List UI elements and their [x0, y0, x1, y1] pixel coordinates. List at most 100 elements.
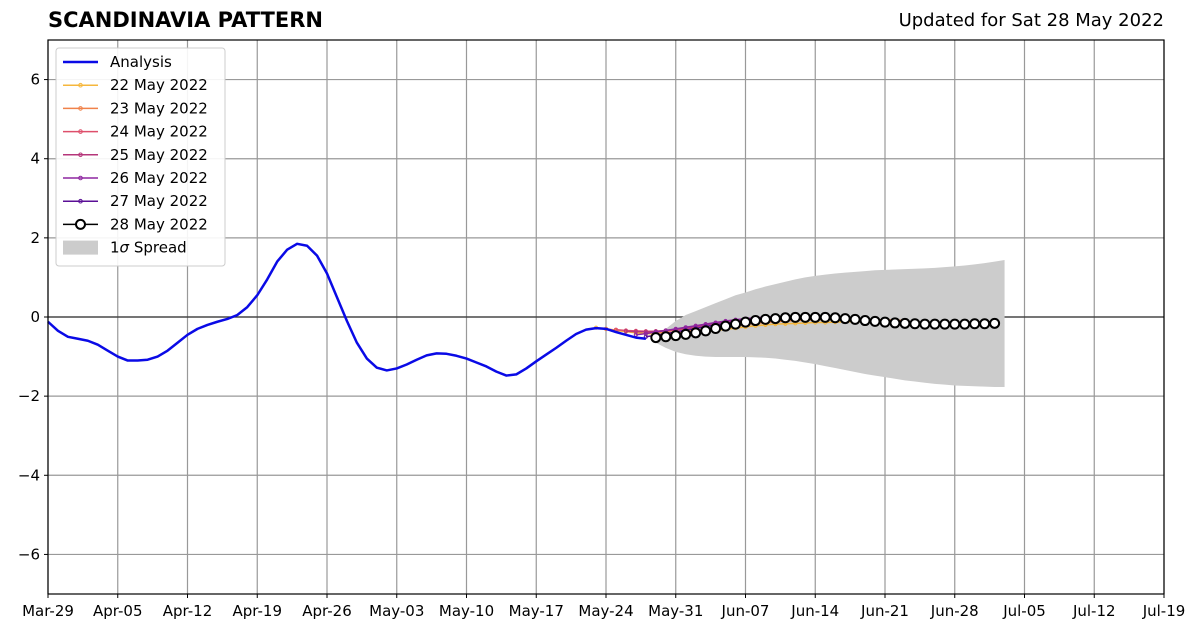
legend-label: 24 May 2022: [110, 123, 208, 141]
axes: [44, 39, 1165, 598]
data-point: [730, 318, 742, 330]
x-tick-label: Apr-26: [302, 602, 352, 620]
legend-marker: [78, 152, 83, 158]
data-point: [779, 312, 791, 324]
data-point: [740, 316, 751, 328]
x-tick-label: May-31: [648, 602, 703, 620]
series-line: [47, 242, 647, 377]
legend-entry: 23 May 2022: [63, 99, 208, 117]
data-point: [979, 318, 991, 330]
y-tick-label: 6: [30, 71, 40, 89]
x-tick-label: Jul-05: [1002, 602, 1046, 620]
data-point: [899, 317, 911, 329]
plot-frame: [47, 39, 1165, 595]
x-tick-label: May-17: [509, 602, 564, 620]
chart-title: SCANDINAVIA PATTERN: [48, 8, 323, 32]
data-point: [849, 313, 861, 325]
legend-marker: [78, 106, 83, 111]
data-point: [859, 315, 871, 327]
series-analysis: [47, 242, 647, 377]
data-point: [789, 311, 801, 323]
data-point: [889, 317, 901, 329]
y-tick-label: 0: [30, 308, 40, 326]
legend-entry: 25 May 2022: [63, 146, 208, 164]
spread-label-sigma: σ: [120, 239, 130, 257]
x-tick-label: May-03: [369, 602, 424, 620]
tick-labels: Mar-29 Apr-05 Apr-12 Apr-19 Apr-26 May-03 May-…: [18, 71, 1185, 620]
data-point: [879, 316, 891, 328]
series-28-may-2022: [650, 311, 1001, 344]
spread-band: [655, 260, 1005, 388]
data-point: [989, 317, 1001, 329]
legend-entry: 24 May 2022: [63, 123, 208, 141]
x-tick-label: Jun-07: [721, 602, 770, 620]
data-point: [710, 322, 722, 334]
legend-label: 27 May 2022: [110, 192, 208, 210]
data-point: [660, 331, 672, 343]
x-tick-label: Apr-12: [163, 602, 213, 620]
data-point: [690, 327, 702, 339]
data-point: [969, 318, 981, 330]
data-point: [720, 320, 732, 332]
legend-label: 23 May 2022: [110, 99, 208, 117]
legend-entry: 27 May 2022: [63, 192, 208, 210]
spread-band-layer: [655, 260, 1005, 388]
x-tick-label: Jun-21: [860, 602, 909, 620]
data-point: [839, 313, 851, 325]
legend-entry: 26 May 2022: [63, 169, 208, 187]
data-point: [869, 315, 881, 327]
y-tick-label: −4: [18, 466, 40, 484]
legend-entry: Analysis: [63, 53, 172, 71]
legend-marker: [78, 175, 83, 181]
legend-marker: [78, 198, 83, 204]
legend-label: 22 May 2022: [110, 76, 208, 94]
y-tick-label: −6: [18, 545, 40, 563]
data-point: [759, 313, 771, 325]
legend-label: 26 May 2022: [110, 169, 208, 187]
legend-marker: [78, 82, 83, 88]
series-layer: [47, 242, 1001, 377]
data-point: [939, 318, 951, 330]
y-tick-label: −2: [18, 387, 40, 405]
x-tick-label: Jun-14: [790, 602, 839, 620]
data-point: [680, 328, 692, 340]
x-tick-label: Jul-12: [1072, 602, 1116, 620]
legend-marker: [75, 218, 86, 230]
data-point: [949, 318, 961, 330]
data-point: [650, 332, 662, 344]
data-point: [929, 318, 941, 330]
data-point: [700, 325, 712, 337]
data-point: [799, 311, 811, 323]
legend-box: [55, 47, 226, 267]
data-point: [909, 318, 921, 330]
x-tick-label: May-24: [578, 602, 633, 620]
data-point: [819, 311, 831, 323]
legend-marker: [78, 129, 83, 134]
data-point: [623, 329, 629, 334]
legend-entry: 22 May 2022: [63, 76, 208, 94]
data-point: [749, 315, 761, 327]
x-tick-label: Apr-05: [93, 602, 143, 620]
legend: Analysis 22 May 2022 23 May 2022 24 May 202…: [55, 47, 226, 267]
y-tick-label: 2: [30, 229, 40, 247]
data-point: [959, 318, 971, 330]
legend-label: 1σ Spread: [110, 239, 187, 257]
spread-label-suffix: Spread: [129, 239, 187, 257]
spread-label-prefix: 1: [110, 239, 120, 257]
legend-swatch: [63, 240, 98, 255]
y-tick-label: 4: [30, 150, 40, 168]
legend-entry-spread: 1σ Spread: [63, 239, 187, 257]
x-tick-label: Jul-19: [1142, 602, 1186, 620]
legend-label: 25 May 2022: [110, 146, 208, 164]
chart-subtitle: Updated for Sat 28 May 2022: [898, 10, 1164, 31]
x-tick-label: Apr-19: [233, 602, 283, 620]
data-point: [919, 318, 931, 330]
data-point: [829, 312, 841, 324]
legend-entry: 28 May 2022: [63, 215, 208, 233]
legend-label: 28 May 2022: [110, 215, 208, 233]
x-tick-label: Jun-28: [930, 602, 979, 620]
data-point: [769, 313, 781, 325]
legend-label: Analysis: [110, 53, 172, 71]
data-point: [809, 311, 821, 323]
